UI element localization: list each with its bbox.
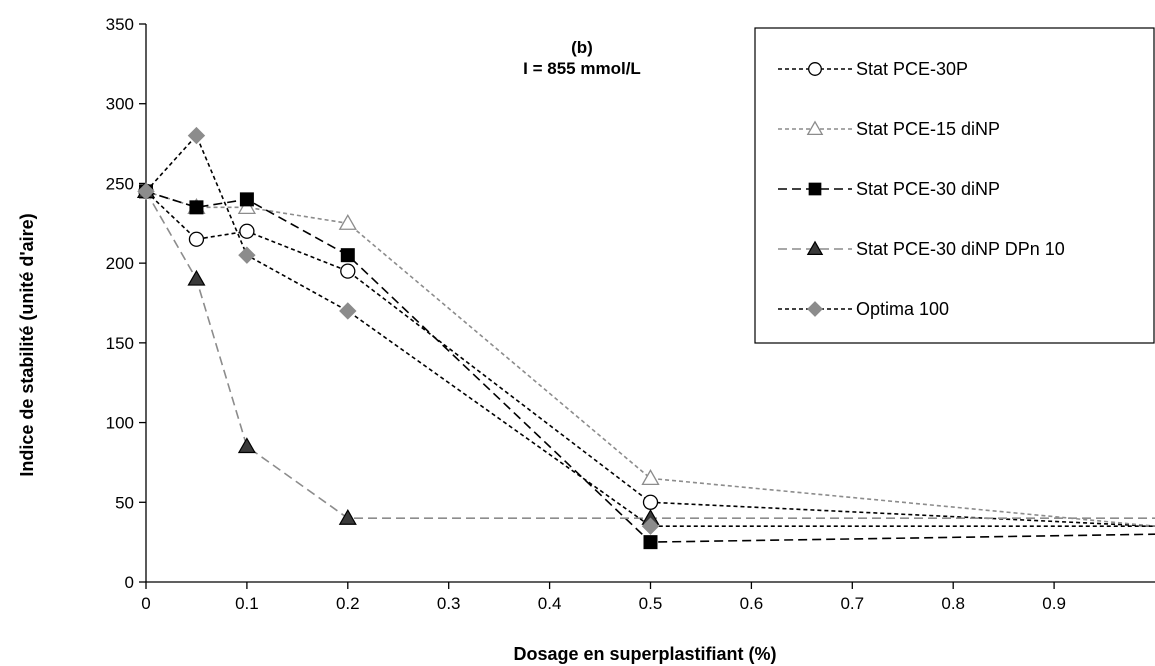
series-line	[145, 191, 1155, 520]
annotation-line-2: I = 855 mmol/L	[523, 59, 641, 78]
legend-item: Stat PCE-30 diNP DPn 10	[778, 239, 1065, 259]
data-point	[641, 517, 660, 535]
legend-label: Stat PCE-30 diNP	[856, 179, 1000, 199]
x-tick-label: 0.3	[437, 594, 461, 613]
data-point	[189, 200, 204, 215]
legend-item: Stat PCE-30 diNP	[778, 179, 1000, 199]
legend-marker	[806, 120, 824, 136]
legend-box	[754, 27, 1155, 344]
data-point	[239, 192, 254, 207]
series-line	[145, 134, 1155, 528]
y-tick-label: 250	[106, 174, 134, 193]
data-point	[643, 535, 658, 550]
legend-label: Optima 100	[856, 299, 949, 319]
data-point	[188, 231, 205, 247]
series-line	[145, 190, 1155, 543]
annotation: (b) I = 855 mmol/L	[523, 38, 641, 78]
legend-label: Stat PCE-30 diNP DPn 10	[856, 239, 1065, 259]
legend-item: Stat PCE-15 diNP	[778, 119, 1000, 139]
x-tick-label: 0	[141, 594, 150, 613]
data-point	[187, 126, 206, 145]
legend: Stat PCE-30P Stat PCE-15 diNP Stat PCE-30 …	[754, 27, 1155, 344]
data-point	[338, 213, 357, 230]
y-tick-label: 0	[125, 573, 134, 592]
x-tick-label: 0.6	[740, 594, 764, 613]
data-point	[340, 248, 355, 263]
data-point	[338, 509, 357, 525]
legend-label: Stat PCE-15 diNP	[856, 119, 1000, 139]
data-point	[238, 246, 256, 264]
legend-marker	[806, 240, 824, 255]
data-point	[340, 263, 356, 279]
x-tick-label: 0.9	[1042, 594, 1066, 613]
series-4	[137, 126, 1155, 535]
y-axis-label: Indice de stabilité (unité d'aire)	[17, 213, 37, 476]
x-tick-label: 0.5	[639, 594, 663, 613]
x-axis-label: Dosage en superplastifiant (%)	[513, 644, 776, 664]
y-tick-label: 300	[106, 95, 134, 114]
y-tick-label: 200	[106, 254, 134, 273]
legend-marker	[808, 182, 822, 196]
x-tick-label: 0.7	[840, 594, 864, 613]
data-point	[237, 437, 256, 454]
data-point	[642, 494, 659, 510]
data-point	[187, 269, 206, 286]
legend-marker	[807, 301, 823, 317]
legend-item: Optima 100	[778, 299, 949, 319]
axes: 0 50 100 150 200 250 300 350 0 0.1 0.2 0.3 0.4 0.5 0.6…	[106, 15, 1155, 613]
x-tick-label: 0.2	[336, 594, 360, 613]
data-point	[137, 182, 155, 201]
x-tick-label: 0.8	[941, 594, 965, 613]
y-tick-label: 50	[115, 493, 134, 512]
annotation-line-1: (b)	[571, 38, 593, 57]
y-tick-label: 350	[106, 15, 134, 34]
data-point	[339, 302, 357, 320]
x-tick-label: 0.1	[235, 594, 259, 613]
legend-label: Stat PCE-30P	[856, 59, 968, 79]
data-point	[641, 469, 660, 486]
x-tick-label: 0.4	[538, 594, 562, 613]
y-tick-label: 100	[106, 414, 134, 433]
legend-item: Stat PCE-30P	[778, 59, 968, 79]
y-tick-label: 150	[106, 334, 134, 353]
series-layer	[136, 126, 1155, 550]
series-line	[145, 190, 1155, 527]
data-point	[239, 223, 255, 239]
legend-marker	[808, 62, 822, 76]
